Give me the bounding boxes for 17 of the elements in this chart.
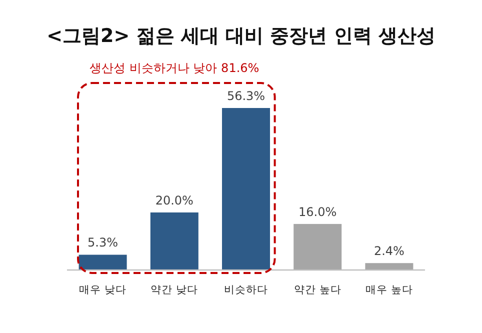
data-label: 16.0%: [298, 204, 337, 219]
bar: [222, 108, 270, 270]
bar: [150, 212, 198, 270]
bar: [294, 224, 342, 270]
chart-title: <그림2> 젊은 세대 대비 중장년 인력 생산성: [46, 25, 436, 47]
bar: [78, 254, 127, 270]
x-tick-label: 비슷하다: [224, 284, 268, 296]
x-tick-label: 약간 높다: [294, 284, 342, 296]
x-tick-label: 약간 낮다: [150, 284, 198, 296]
data-label: 56.3%: [226, 89, 266, 103]
x-tick-label: 매우 높다: [366, 284, 413, 296]
data-label: 2.4%: [374, 244, 404, 258]
text: 생산성 비슷하거나 낮아 81.6%: [90, 61, 260, 75]
bar: [365, 263, 414, 270]
data-label: 20.0%: [155, 193, 194, 208]
x-tick-label: 매우 낮다: [79, 284, 126, 296]
data-label: 5.3%: [88, 236, 118, 250]
